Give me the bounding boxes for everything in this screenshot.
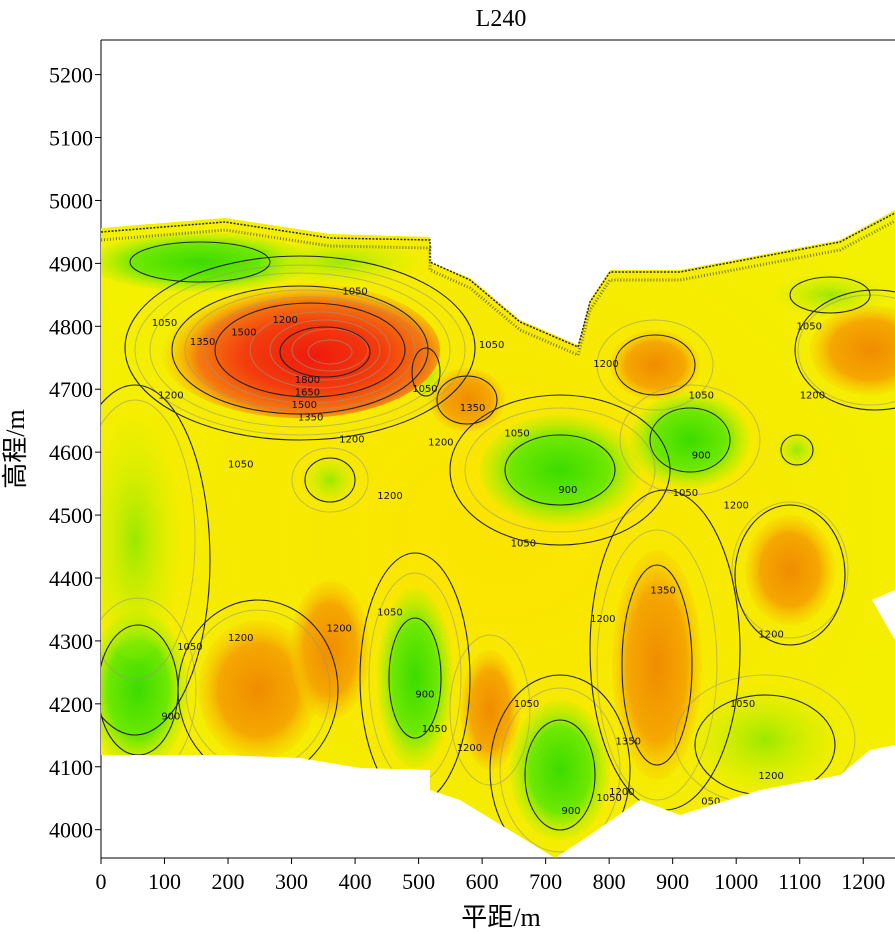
contour-value-label: 1500 xyxy=(231,328,256,339)
contour-value-label: 1050 xyxy=(412,384,437,395)
contour-value-label: 1350 xyxy=(460,403,485,414)
contour-value-label: 1200 xyxy=(590,614,615,625)
contour-value-label: 1200 xyxy=(723,501,748,512)
contour-value-label: 1050 xyxy=(797,321,822,332)
contour-value-label: 1200 xyxy=(339,435,364,446)
y-tick-label: 4600 xyxy=(49,440,93,465)
x-tick-label: 100 xyxy=(148,869,181,894)
y-tick-label: 5200 xyxy=(49,63,93,88)
contour-value-label: 1050 xyxy=(673,488,698,499)
contour-value-label: 900 xyxy=(415,689,434,700)
x-tick-label: 1000 xyxy=(714,869,758,894)
contour-value-label: 1200 xyxy=(326,623,351,634)
y-tick-label: 4100 xyxy=(49,755,93,780)
contour-value-label: 1200 xyxy=(758,771,783,782)
contour-value-label: 1050 xyxy=(511,538,536,549)
x-axis: 0 100 200 300 400 500 600 700 800 900 1000 1100 1200 xyxy=(96,858,886,894)
contour-value-label: 1050 xyxy=(152,318,177,329)
contour-value-label: 1200 xyxy=(377,491,402,502)
y-tick-label: 4800 xyxy=(49,314,93,339)
x-tick-label: 1200 xyxy=(841,869,885,894)
x-tick-label: 900 xyxy=(656,869,689,894)
contour-value-label: 1050 xyxy=(422,724,447,735)
contour-value-label: 1200 xyxy=(228,633,253,644)
contour-value-label: 1350 xyxy=(298,413,323,424)
x-tick-label: 800 xyxy=(593,869,626,894)
contour-value-label: 1200 xyxy=(272,315,297,326)
x-tick-label: 600 xyxy=(466,869,499,894)
contour-value-label: 1200 xyxy=(758,630,783,641)
contour-value-label: 1200 xyxy=(428,438,453,449)
y-tick-label: 4500 xyxy=(49,503,93,528)
x-tick-label: 400 xyxy=(339,869,372,894)
contour-value-label: 1050 xyxy=(730,699,755,710)
contour-value-label: 1800 xyxy=(295,375,320,386)
orange-area-upper-right xyxy=(610,330,700,400)
y-tick-label: 5100 xyxy=(49,126,93,151)
contour-value-label: 1350 xyxy=(650,586,675,597)
y-axis: 4000 4100 4200 4300 4400 4500 4600 4700 4800 4900… xyxy=(49,63,101,843)
contour-value-label: 1350 xyxy=(190,337,215,348)
contour-value-label: 1050 xyxy=(514,699,539,710)
lime-area-small-2 xyxy=(302,455,358,505)
contour-value-label: 1050 xyxy=(177,642,202,653)
contour-value-label: 1200 xyxy=(609,787,634,798)
x-axis-title: 平距/m xyxy=(461,903,540,932)
lime-area-left-mid xyxy=(90,420,180,660)
contour-value-label: 900 xyxy=(558,485,577,496)
contour-value-label: 1200 xyxy=(593,359,618,370)
x-tick-label: 1100 xyxy=(778,869,821,894)
contour-value-label: 1050 xyxy=(377,608,402,619)
y-tick-label: 4300 xyxy=(49,629,93,654)
contour-value-label: 1500 xyxy=(292,400,317,411)
x-tick-label: 0 xyxy=(96,869,107,894)
y-tick-label: 4400 xyxy=(49,566,93,591)
green-area-right-center xyxy=(630,392,750,488)
lime-area-small-3 xyxy=(775,430,819,470)
y-axis-title: 高程/m xyxy=(1,409,30,488)
x-tick-label: 700 xyxy=(529,869,562,894)
y-tick-label: 4700 xyxy=(49,377,93,402)
contour-value-label: 050 xyxy=(701,796,720,807)
contour-value-label: 900 xyxy=(562,806,581,817)
contour-value-label: 900 xyxy=(692,450,711,461)
contour-value-label: 1200 xyxy=(800,391,825,402)
chart-title: L240 xyxy=(476,6,527,32)
contour-value-label: 1050 xyxy=(228,460,253,471)
x-tick-label: 200 xyxy=(212,869,245,894)
contour-value-label: 1050 xyxy=(873,759,895,770)
x-tick-label: 500 xyxy=(402,869,435,894)
contour-value-label: 1650 xyxy=(295,387,320,398)
y-tick-label: 4200 xyxy=(49,692,93,717)
contour-value-label: 1050 xyxy=(342,287,367,298)
contour-value-label: 1050 xyxy=(504,428,529,439)
x-tick-label: 300 xyxy=(275,869,308,894)
contour-value-label: 1350 xyxy=(615,737,640,748)
contour-value-label: 1200 xyxy=(158,391,183,402)
y-tick-label: 4000 xyxy=(49,818,93,843)
contour-value-label: 1200 xyxy=(457,743,482,754)
contour-value-label: 1050 xyxy=(479,340,504,351)
contour-value-label: 1050 xyxy=(689,391,714,402)
contour-value-label: 900 xyxy=(161,711,180,722)
orange-area-right-low xyxy=(745,515,835,625)
y-tick-label: 5000 xyxy=(49,188,93,213)
y-tick-label: 4900 xyxy=(49,251,93,276)
